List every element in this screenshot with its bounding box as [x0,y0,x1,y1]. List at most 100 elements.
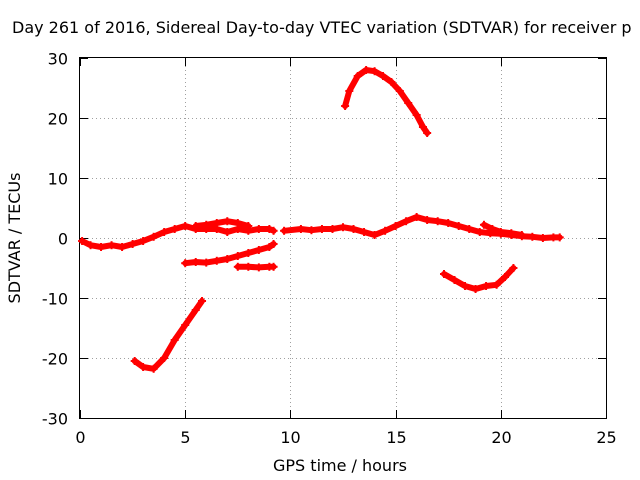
data-point [370,67,379,76]
data-point [538,234,547,242]
data-point [412,111,421,119]
y-tick-label: 10 [48,170,68,189]
data-point [395,87,404,95]
y-tick-label: 20 [48,110,68,129]
series-arc-7 [341,66,432,137]
grid-lines [80,58,606,418]
data-point [362,66,371,74]
x-tick-label: 0 [75,428,85,447]
series-arc-1 [78,222,278,251]
data-point [507,229,516,238]
data-point [353,72,362,80]
series-arc-9 [479,220,526,239]
data-point [423,216,432,224]
data-point [139,237,148,245]
data-point [160,228,169,236]
series-arc-2 [191,217,253,230]
data-point [360,228,369,236]
y-tick-label: -10 [42,290,68,309]
data-point [296,225,305,233]
data-point [492,280,501,289]
data-point [280,226,289,235]
data-point [454,222,463,230]
data-point [170,225,179,233]
data-point [265,225,274,233]
data-point [254,225,263,233]
data-point [423,129,432,137]
data-point [328,225,337,233]
data-point [198,297,207,305]
data-point [269,226,278,235]
data-point [475,228,484,236]
data-point [202,220,211,229]
x-tick-label: 5 [180,428,190,447]
data-point [345,87,354,95]
y-tick-label: 30 [48,50,68,69]
data-point [130,357,139,365]
data-point [233,262,242,271]
data-point [244,222,253,230]
data-point [233,252,242,260]
data-point [461,282,470,290]
y-tick-label: -30 [42,410,68,429]
series-arc-8 [439,264,518,293]
data-point [202,258,211,267]
data-point [212,219,221,227]
data-point [191,222,200,230]
data-point [349,225,358,233]
data-point [450,276,459,284]
data-point [223,255,232,263]
data-point [223,228,232,236]
data-point [412,213,421,221]
data-point [244,262,253,271]
data-point [404,99,413,107]
data-point [254,246,263,254]
data-point [107,241,116,250]
axis-ticks: 0 5 10 15 20 25 -30 -20 -10 0 10 20 30 [42,50,617,448]
data-point [160,354,169,362]
chart-title: Day 261 of 2016, Sidereal Day-to-day VTE… [12,18,632,37]
y-tick-label: -20 [42,350,68,369]
data-point [86,241,95,250]
data-point [341,102,350,110]
data-point [444,219,453,227]
x-tick-label: 25 [596,428,616,447]
plot-frame [79,57,607,419]
data-point [471,285,480,293]
data-point [233,219,242,227]
data-point [501,273,510,281]
data-point [528,232,537,241]
series-arc-4 [181,240,278,268]
y-tick-label: 0 [58,230,68,249]
data-point [387,78,396,86]
series-trace [182,241,277,267]
data-point [97,243,106,251]
data-point [78,237,87,245]
series-trace [342,67,431,136]
series-arc-3 [130,297,207,373]
data-point [191,306,200,314]
data-point [118,243,127,251]
data-point [378,72,387,80]
data-point [465,225,474,233]
data-point [244,249,253,257]
data-point [149,364,158,373]
data-point [370,231,379,239]
data-point [269,240,278,248]
data-point [254,263,263,272]
data-point [181,321,190,329]
data-point [139,363,148,371]
data-point [418,123,427,131]
data-point [479,220,488,229]
series-arc-5 [233,262,278,272]
data-point [517,231,526,239]
data-point [509,264,518,272]
data-point [339,223,347,232]
data-point [212,256,221,265]
x-tick-label: 10 [280,428,300,447]
data-point [317,225,326,233]
y-axis-label: SDTVAR / TECUs [5,173,24,304]
data-point [555,233,564,242]
data-point [149,232,158,241]
